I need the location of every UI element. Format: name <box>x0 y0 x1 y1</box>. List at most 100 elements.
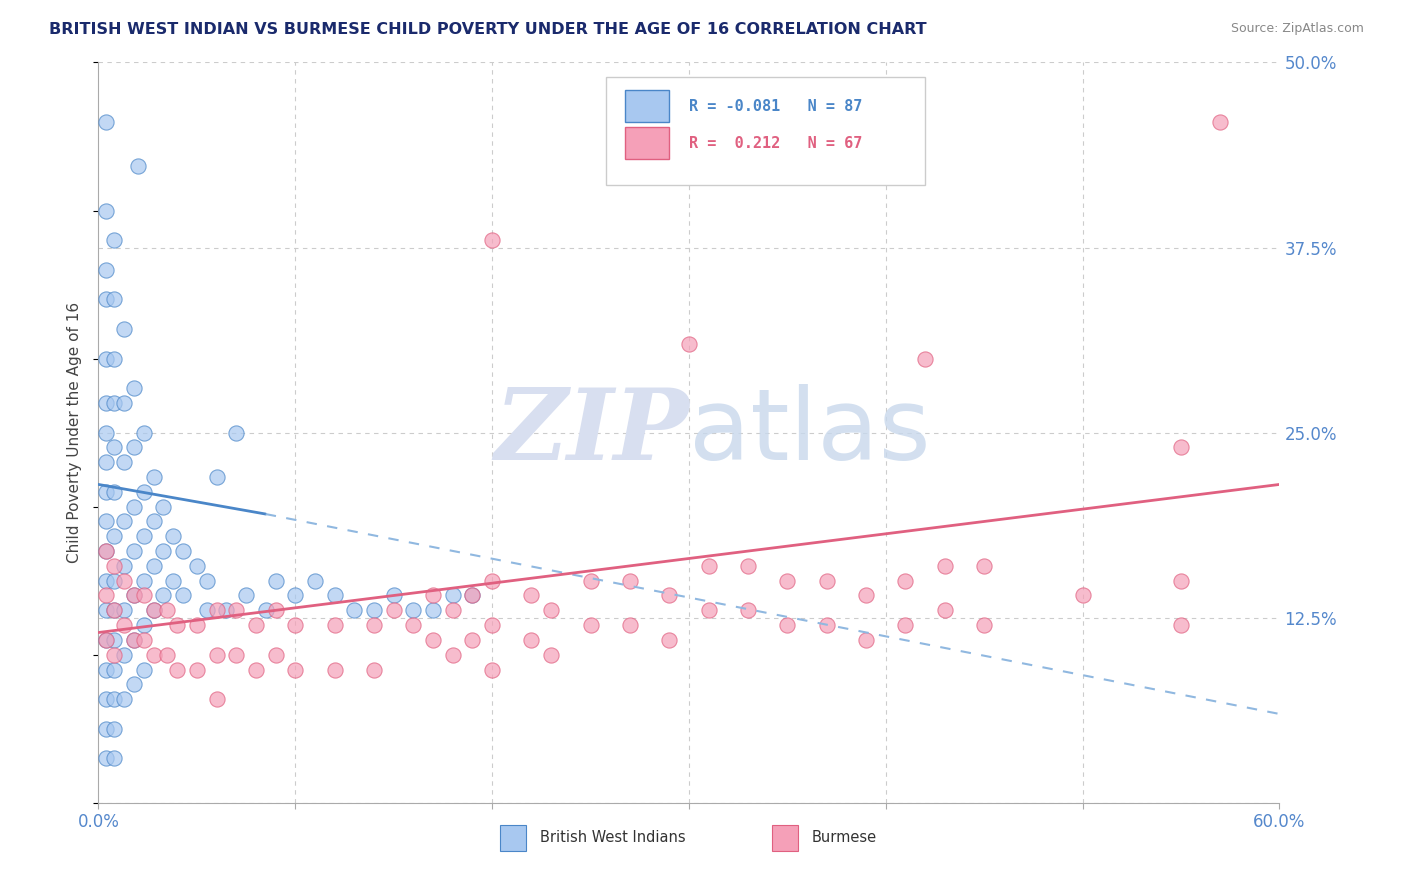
Point <box>619 574 641 588</box>
Point <box>96 603 118 617</box>
Point <box>112 603 135 617</box>
Point <box>103 558 125 573</box>
Point <box>461 589 484 603</box>
Point <box>96 455 118 469</box>
Point <box>96 293 118 307</box>
Point <box>579 574 602 588</box>
Point <box>103 351 125 366</box>
Point <box>96 574 118 588</box>
Point <box>441 589 464 603</box>
Point <box>284 618 307 632</box>
Point <box>215 603 238 617</box>
Point <box>205 648 228 662</box>
Point <box>776 574 799 588</box>
Point <box>103 692 125 706</box>
Point <box>235 589 257 603</box>
Point <box>402 618 425 632</box>
Point <box>186 663 208 677</box>
Point <box>363 663 385 677</box>
Point <box>1170 574 1192 588</box>
Point <box>343 603 366 617</box>
FancyBboxPatch shape <box>626 90 669 122</box>
Point <box>96 751 118 765</box>
Point <box>132 663 155 677</box>
Point <box>205 603 228 617</box>
Point <box>156 648 179 662</box>
Point <box>323 663 346 677</box>
Point <box>96 425 118 440</box>
Point <box>103 484 125 499</box>
Point <box>96 632 118 647</box>
Point <box>96 589 118 603</box>
Point <box>481 233 503 247</box>
Point <box>122 632 145 647</box>
Point <box>96 515 118 529</box>
Point <box>520 589 543 603</box>
Text: R = -0.081   N = 87: R = -0.081 N = 87 <box>689 99 862 113</box>
Point <box>152 544 174 558</box>
Point <box>112 396 135 410</box>
Point <box>132 484 155 499</box>
Point <box>122 632 145 647</box>
Point <box>112 455 135 469</box>
Point <box>1071 589 1094 603</box>
Point <box>284 589 307 603</box>
Point <box>96 632 118 647</box>
Point <box>122 589 145 603</box>
Point <box>103 396 125 410</box>
Point <box>520 632 543 647</box>
Text: atlas: atlas <box>689 384 931 481</box>
Point <box>103 603 125 617</box>
Point <box>225 603 247 617</box>
Point <box>225 425 247 440</box>
Point <box>855 632 877 647</box>
Point <box>112 322 135 336</box>
Point <box>103 233 125 247</box>
Point <box>162 574 184 588</box>
Point <box>461 589 484 603</box>
Point <box>103 751 125 765</box>
Point <box>186 558 208 573</box>
Text: R =  0.212   N = 67: R = 0.212 N = 67 <box>689 136 862 151</box>
Point <box>103 632 125 647</box>
Point <box>122 500 145 514</box>
Point <box>132 425 155 440</box>
Point <box>678 336 700 351</box>
Point <box>96 663 118 677</box>
Point <box>112 648 135 662</box>
Point <box>973 558 995 573</box>
Point <box>122 589 145 603</box>
Point <box>103 529 125 543</box>
Point <box>112 515 135 529</box>
Point <box>1170 618 1192 632</box>
Point <box>166 618 188 632</box>
Point <box>658 589 681 603</box>
Point <box>152 500 174 514</box>
Point <box>815 618 838 632</box>
Point <box>579 618 602 632</box>
Point <box>103 293 125 307</box>
Point <box>441 648 464 662</box>
Point <box>142 470 165 484</box>
Point <box>132 529 155 543</box>
FancyBboxPatch shape <box>606 78 925 185</box>
Point <box>142 603 165 617</box>
Point <box>284 663 307 677</box>
Point <box>934 603 956 617</box>
Point <box>737 558 759 573</box>
Point <box>245 663 267 677</box>
Point <box>1209 114 1232 128</box>
Point <box>422 589 444 603</box>
Point <box>382 603 405 617</box>
Point <box>323 618 346 632</box>
Point <box>815 574 838 588</box>
Point <box>264 574 287 588</box>
Point <box>112 618 135 632</box>
Point <box>323 589 346 603</box>
Point <box>132 574 155 588</box>
Point <box>127 159 149 173</box>
Point <box>914 351 936 366</box>
Point <box>776 618 799 632</box>
Point <box>172 544 194 558</box>
Point <box>737 603 759 617</box>
